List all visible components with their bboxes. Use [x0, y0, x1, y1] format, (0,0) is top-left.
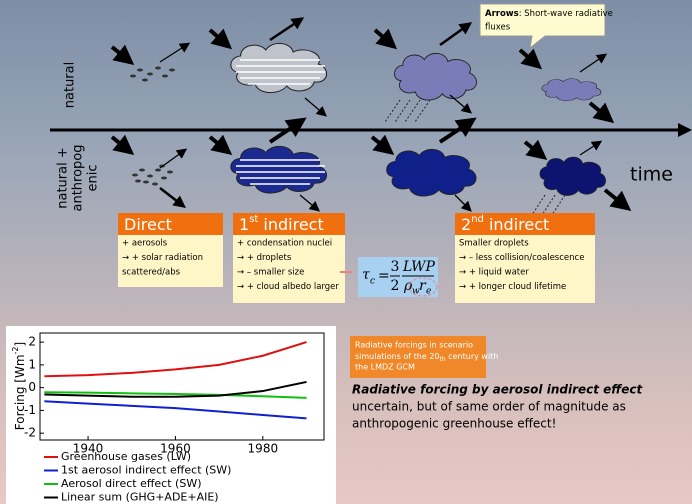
y-axis-label: Forcing [Wm-2] — [11, 342, 27, 430]
note-line: the LMDZ GCM — [355, 363, 415, 372]
effect-bullet: scattered/abs — [122, 268, 181, 278]
y-tick-label: 1 — [28, 357, 36, 371]
aerosols — [130, 67, 175, 186]
note-part: century with — [446, 352, 499, 361]
row-label-line: enic — [86, 165, 101, 192]
formula-part: τ — [362, 267, 370, 283]
effect-title-part: 2 — [461, 215, 471, 234]
callout-text: Arrows: Short-wave radiative — [485, 9, 613, 19]
effect-bullet: → – less collision/coalescence — [459, 253, 584, 263]
cloud — [542, 79, 601, 101]
effect-bullet: → + liquid water — [459, 268, 529, 278]
formula-part: = — [378, 268, 390, 284]
legend-label: 1st aerosol indirect effect (SW) — [61, 464, 231, 477]
effects: Direct + aerosols → + solar radiation scatt… — [118, 213, 595, 303]
x-tick-label: 1980 — [248, 442, 279, 456]
y-label-part: ] — [13, 342, 27, 347]
effect-bullet: → + longer cloud lifetime — [459, 282, 566, 292]
effect-bullet: Smaller droplets — [459, 239, 529, 249]
callout-text: fluxes — [485, 23, 511, 33]
callout-bold: Arrows — [485, 9, 519, 19]
row-label: natural + anthropog enic — [56, 144, 101, 211]
formula-part: LWP — [402, 259, 435, 275]
slide-canvas: time natural natural + anthropog enic — [0, 0, 692, 504]
y-tick-label: -1 — [24, 403, 36, 417]
conclusion-title: Radiative forcing by aerosol indirect ef… — [352, 383, 644, 397]
effect-bullet: → + droplets — [237, 253, 292, 263]
effect-title-part: indirect — [258, 215, 323, 234]
effect-bullet: → + cloud albedo larger — [237, 282, 339, 292]
timeline-head — [678, 123, 692, 137]
effect-bullet: + condensation nuclei — [237, 239, 332, 249]
effect-bullet: → – smaller size — [237, 268, 304, 278]
cloud — [540, 157, 606, 195]
row-label-line: anthropog — [71, 144, 86, 211]
note-part: simulations of the 20 — [355, 352, 440, 361]
y-label-part: -2 — [11, 347, 20, 355]
conclusion-line: uncertain, but of same order of magnitud… — [352, 400, 626, 414]
effect-title-part: nd — [471, 214, 484, 225]
conclusion: Radiative forcing by aerosol indirect ef… — [352, 383, 644, 431]
effect-bullet: + aerosols — [122, 239, 168, 249]
conclusion-line: anthropogenic greenhouse effect! — [352, 417, 556, 431]
cloud-stripes — [236, 60, 325, 184]
effect-title-part: st — [249, 214, 258, 225]
callout-body: : Short-wave radiative — [519, 9, 613, 19]
effect-title-part: indirect — [484, 215, 549, 234]
y-label-part: Forcing [Wm — [13, 354, 27, 430]
y-tick-label: 2 — [28, 335, 36, 349]
y-tick-label: 0 — [28, 380, 36, 394]
cloud — [231, 146, 327, 193]
row-label-line: natural + — [56, 147, 71, 209]
legend-label: Linear sum (GHG+ADE+AIE) — [61, 491, 219, 504]
formula-part: c — [370, 277, 375, 287]
effect-title-part: Direct — [124, 215, 172, 234]
formula-part: 3 — [391, 259, 400, 275]
note-line: Radiative forcings in scenario — [355, 341, 473, 350]
row-label: natural — [63, 62, 78, 108]
effect-title-part: 1 — [239, 215, 249, 234]
legend-label: Aerosol direct effect (SW) — [61, 477, 201, 490]
effect-bullet: → + solar radiation — [122, 253, 203, 263]
cloud — [394, 53, 476, 100]
legend-label: Greenhouse gases (LW) — [61, 450, 191, 463]
slide: time natural natural + anthropog enic — [0, 0, 692, 504]
time-label: time — [630, 164, 673, 186]
cloud — [231, 43, 327, 92]
effect-title: Direct — [124, 215, 172, 234]
formula-part: 2 — [391, 278, 400, 294]
cloud — [387, 149, 476, 196]
y-tick-label: -2 — [24, 426, 36, 440]
